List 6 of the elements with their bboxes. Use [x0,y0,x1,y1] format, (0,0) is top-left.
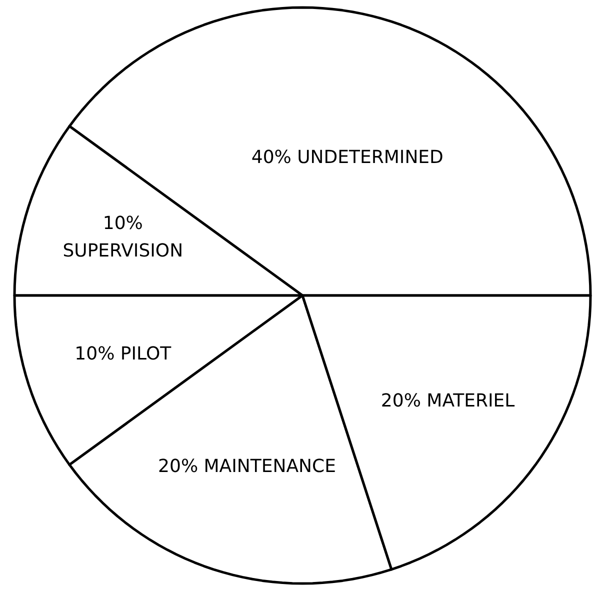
slice-label: 20% MAINTENANCE [158,456,336,477]
slice-label: 10% PILOT [74,343,172,364]
slice-label: SUPERVISION [62,240,184,262]
slice-label: 40% UNDETERMINED [251,146,444,168]
slice-label: 20% MATERIEL [380,390,515,412]
data-label: 10% [102,212,143,234]
